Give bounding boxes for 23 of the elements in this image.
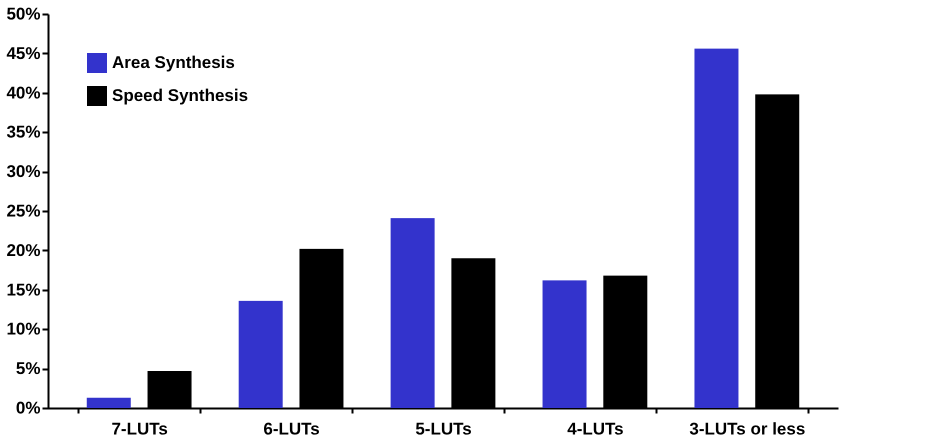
x-tick-label: 7-LUTs [111, 420, 168, 438]
y-tick-label: 25% [6, 202, 40, 220]
y-tick-label: 0% [16, 398, 40, 418]
legend-label: Speed Synthesis [112, 86, 248, 105]
y-tick-label: 10% [6, 320, 40, 339]
x-tick-label: 3-LUTs or less [689, 420, 806, 438]
legend-label: Area Synthesis [112, 53, 235, 72]
y-tick-label: 40% [6, 83, 40, 102]
y-tick-label: 5% [16, 359, 40, 378]
bar [390, 218, 435, 408]
bar [542, 280, 587, 408]
bar [694, 48, 738, 408]
y-tick-label: 15% [6, 280, 40, 300]
y-tick-label: 30% [6, 162, 40, 182]
bar [238, 300, 283, 408]
bar [86, 398, 131, 408]
y-tick-label: 45% [6, 44, 40, 63]
x-tick-label: 6-LUTs [263, 420, 320, 438]
y-tick-label: 50% [6, 4, 40, 24]
y-tick-label: 20% [6, 240, 40, 260]
x-tick-label: 5-LUTs [415, 420, 472, 438]
x-tick-label: 4-LUTs [567, 420, 624, 438]
y-tick-label: 35% [6, 122, 40, 142]
